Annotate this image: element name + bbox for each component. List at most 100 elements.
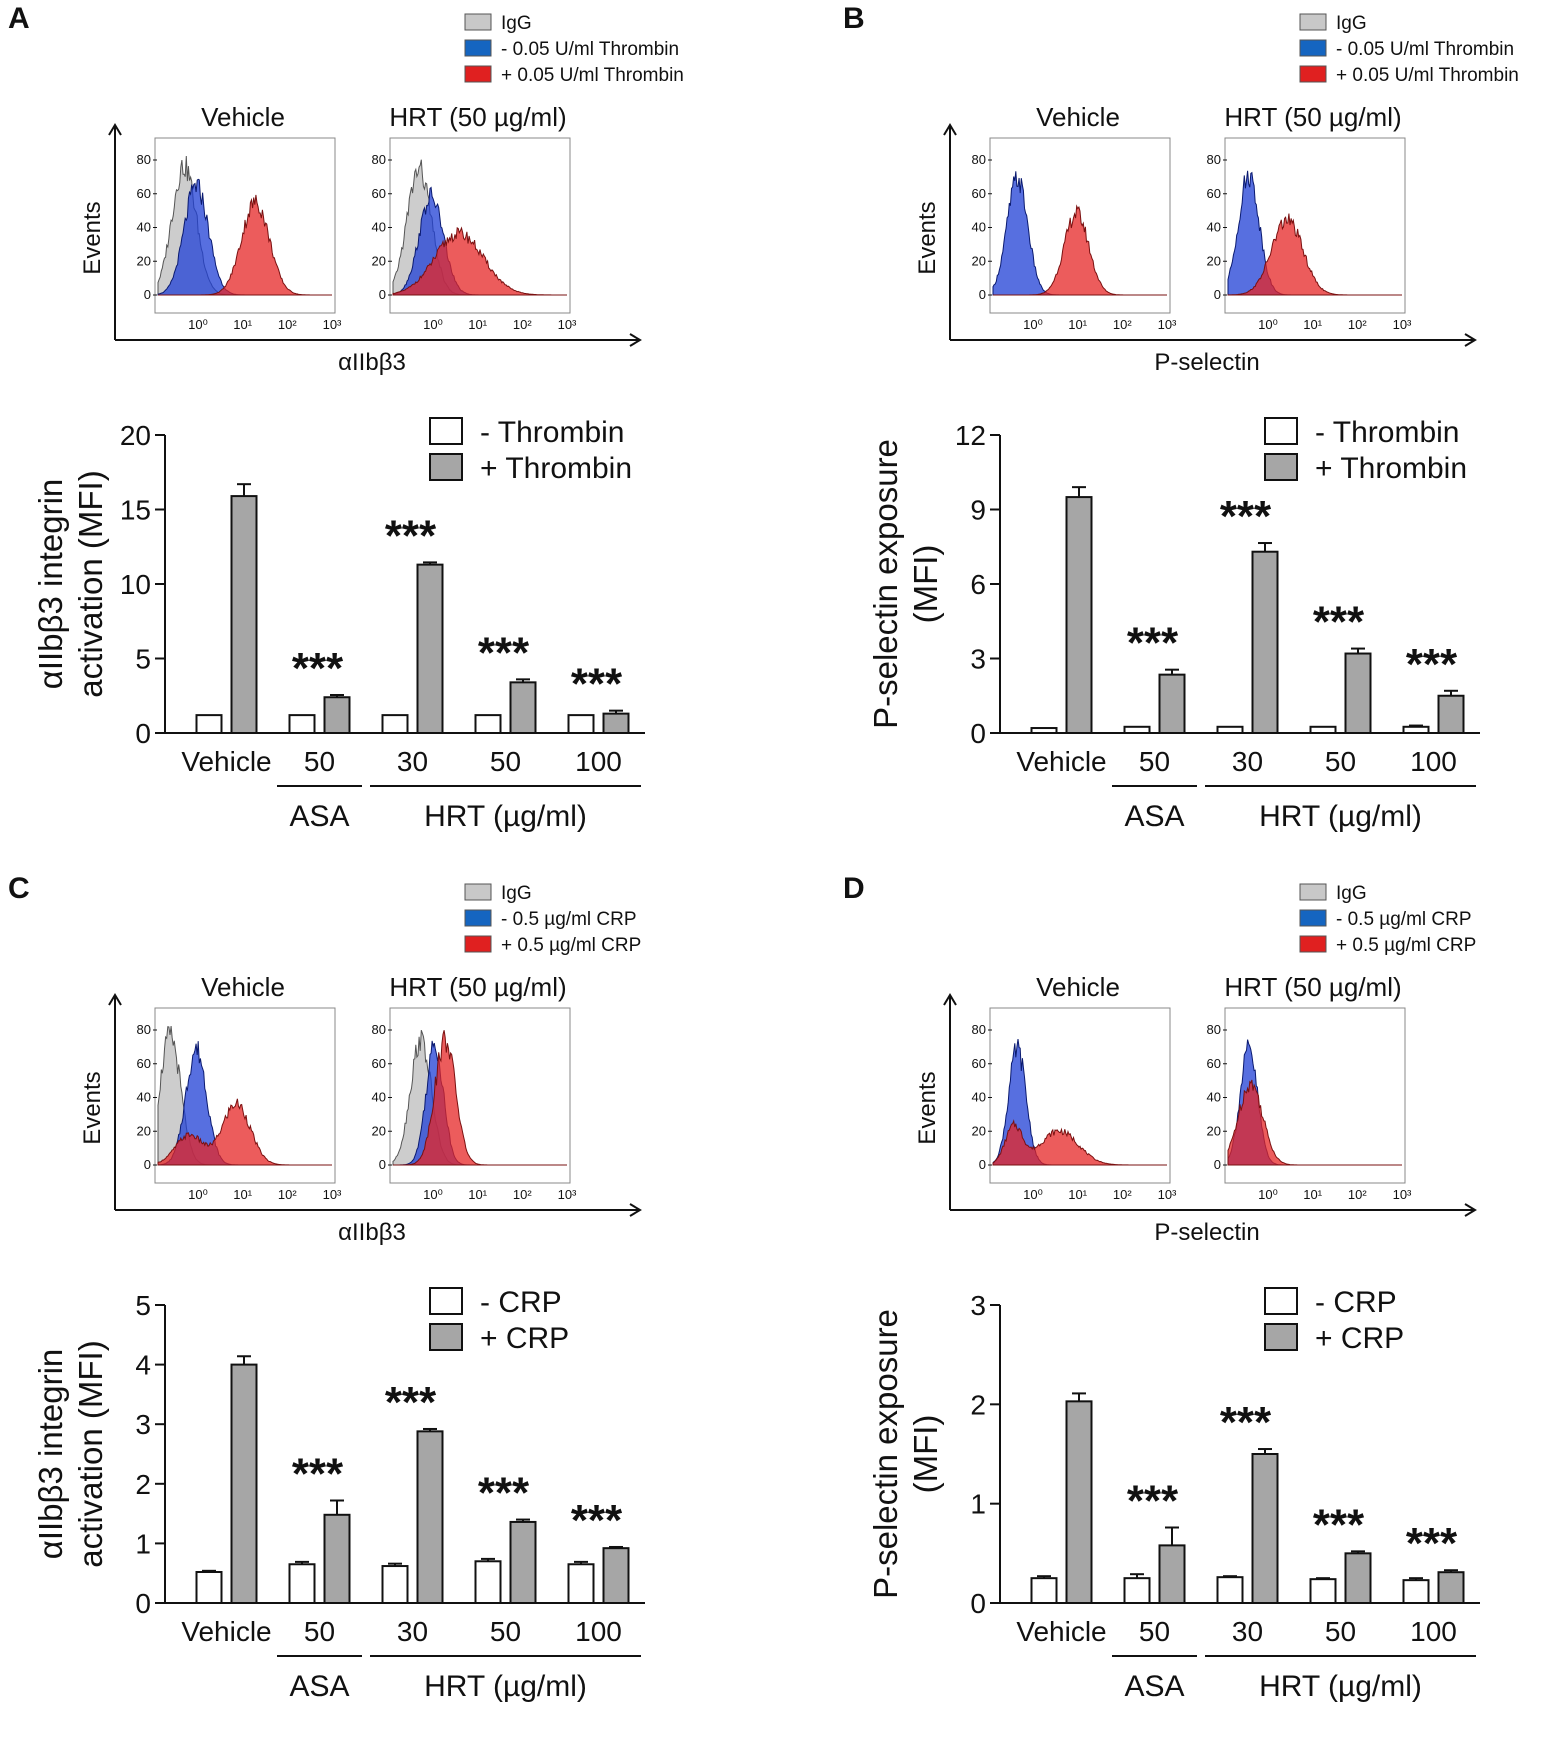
bar-ytick-0: 0: [970, 718, 986, 749]
group-label-1: HRT (µg/ml): [1259, 800, 1422, 833]
significance-3: ***: [1313, 598, 1365, 647]
hist-peak-plus-0: [993, 204, 1167, 296]
hist-ytick-1-2: 40: [372, 220, 386, 235]
bar-legend-swatch-1: [429, 453, 463, 481]
hist-xtick-1-1: 10¹: [1303, 317, 1322, 332]
hist-ytick-1-2: 40: [1207, 1090, 1221, 1105]
bar-0-3: [1309, 725, 1337, 735]
hist-ytick-1-2: 40: [372, 1090, 386, 1105]
legend-label-1: - 0.5 µg/ml CRP: [1336, 909, 1472, 930]
bar-xtick-4: 100: [1410, 746, 1457, 777]
bar-ytick-0: 0: [135, 1588, 151, 1619]
bar-ytick-4: 12: [955, 420, 986, 451]
significance-2: ***: [385, 1378, 437, 1427]
hist-xtick-0-0: 10⁰: [188, 317, 208, 332]
hist-xtick-1-2: 10²: [1348, 317, 1367, 332]
hist-ytick-1-4: 0: [1214, 1157, 1221, 1172]
significance-2: ***: [1220, 1398, 1272, 1447]
bar-ytick-4: 4: [135, 1350, 151, 1381]
significance-4: ***: [1406, 640, 1458, 689]
hist-xtick-0-1: 10¹: [233, 317, 252, 332]
group-label-1: HRT (µg/ml): [424, 800, 587, 833]
hist-ytick-1-1: 60: [1207, 186, 1221, 201]
hist-xtick-1-0: 10⁰: [1258, 317, 1278, 332]
hist-ytick-1-3: 20: [372, 1123, 386, 1138]
bar-1-0: [230, 1363, 258, 1604]
hist-xtick-1-3: 10³: [1393, 317, 1412, 332]
hist-ytick-1-2: 40: [1207, 220, 1221, 235]
hist-title-0: Vehicle: [201, 972, 285, 1002]
group-label-0: ASA: [1124, 800, 1184, 833]
bar-legend-label-1: + CRP: [1315, 1322, 1404, 1355]
hist-xtick-0-1: 10¹: [1068, 1187, 1087, 1202]
bar-ytick-4: 20: [120, 420, 151, 451]
hist-title-0: Vehicle: [1036, 972, 1120, 1002]
legend-label-1: - 0.5 µg/ml CRP: [501, 909, 637, 930]
bar-legend-swatch-0: [1264, 1287, 1298, 1315]
hist-title-0: Vehicle: [201, 102, 285, 132]
hist-xtick-1-0: 10⁰: [423, 1187, 443, 1202]
hist-title-1: HRT (50 µg/ml): [389, 102, 566, 132]
bar-ytick-0: 0: [970, 1588, 986, 1619]
hist-ytick-0-4: 0: [979, 287, 986, 302]
bar-1-3: [509, 681, 537, 735]
bar-ytick-1: 3: [970, 644, 986, 675]
hist-x-label: P-selectin: [1154, 349, 1259, 376]
bar-legend-label-0: - CRP: [1315, 1286, 1397, 1319]
legend-swatch-1: [1299, 39, 1327, 57]
bar-y-label-0: P-selectin exposure: [867, 1309, 904, 1599]
significance-1: ***: [1127, 1477, 1179, 1526]
hist-ytick-0-3: 20: [137, 253, 151, 268]
bar-1-1: [1158, 673, 1186, 734]
bar-legend-swatch-1: [1264, 453, 1298, 481]
hist-y-label: Events: [914, 201, 941, 274]
bar-1-2: [1251, 550, 1279, 735]
hist-xtick-0-2: 10²: [1113, 1187, 1132, 1202]
bar-legend-swatch-0: [429, 1287, 463, 1315]
bar-1-2: [416, 563, 444, 734]
group-label-1: HRT (µg/ml): [424, 1670, 587, 1703]
bar-legend-label-0: - CRP: [480, 1286, 562, 1319]
legend-swatch-2: [1299, 65, 1327, 83]
hist-title-1: HRT (50 µg/ml): [1224, 102, 1401, 132]
hist-x-label: P-selectin: [1154, 1219, 1259, 1246]
hist-y-arrow: [943, 123, 957, 136]
panel-letter-C: C: [8, 872, 30, 905]
significance-4: ***: [571, 1496, 623, 1545]
hist-peak-plus-0: [158, 194, 332, 296]
bar-0-2: [1216, 1576, 1244, 1605]
hist-peak-plus-0: [992, 1119, 1167, 1166]
bar-1-2: [1251, 1453, 1279, 1604]
panel-B: B IgG - 0.05 U/ml Thrombin + 0.05 U/ml Thro…: [843, 2, 1519, 833]
hist-ytick-1-0: 80: [372, 1022, 386, 1037]
panel-letter-A: A: [8, 2, 30, 35]
bar-0-3: [1309, 1578, 1337, 1604]
hist-ytick-0-1: 60: [972, 186, 986, 201]
hist-ytick-1-3: 20: [372, 253, 386, 268]
hist-ytick-1-3: 20: [1207, 253, 1221, 268]
hist-xtick-0-0: 10⁰: [1023, 317, 1043, 332]
hist-ytick-1-4: 0: [379, 1157, 386, 1172]
bar-1-1: [1158, 1544, 1186, 1604]
legend-label-0: IgG: [1336, 883, 1367, 904]
bar-0-3: [474, 714, 502, 734]
panel-A: A IgG - 0.05 U/ml Thrombin + 0.05 U/ml Thro…: [8, 2, 684, 833]
hist-peak-plus-1: [393, 1030, 567, 1166]
bar-1-3: [1344, 1552, 1372, 1604]
panel-C: C IgG - 0.5 µg/ml CRP + 0.5 µg/ml CRP Events…: [8, 872, 645, 1703]
bar-xtick-2: 30: [397, 1616, 428, 1647]
bar-legend-label-0: - Thrombin: [480, 416, 625, 449]
significance-3: ***: [478, 1469, 530, 1518]
legend-label-1: - 0.05 U/ml Thrombin: [1336, 39, 1514, 60]
hist-peak-plus-1: [1227, 213, 1402, 296]
hist-ytick-0-2: 40: [972, 1090, 986, 1105]
bar-ytick-2: 10: [120, 569, 151, 600]
bar-0-4: [1402, 725, 1430, 735]
bar-xtick-2: 30: [1232, 1616, 1263, 1647]
bar-0-2: [381, 1565, 409, 1604]
bar-1-2: [416, 1430, 444, 1604]
hist-xtick-0-3: 10³: [1158, 1187, 1177, 1202]
hist-ytick-1-1: 60: [372, 186, 386, 201]
panel-D: D IgG - 0.5 µg/ml CRP + 0.5 µg/ml CRP Events…: [843, 872, 1480, 1703]
bar-xtick-0: Vehicle: [1016, 1616, 1106, 1647]
